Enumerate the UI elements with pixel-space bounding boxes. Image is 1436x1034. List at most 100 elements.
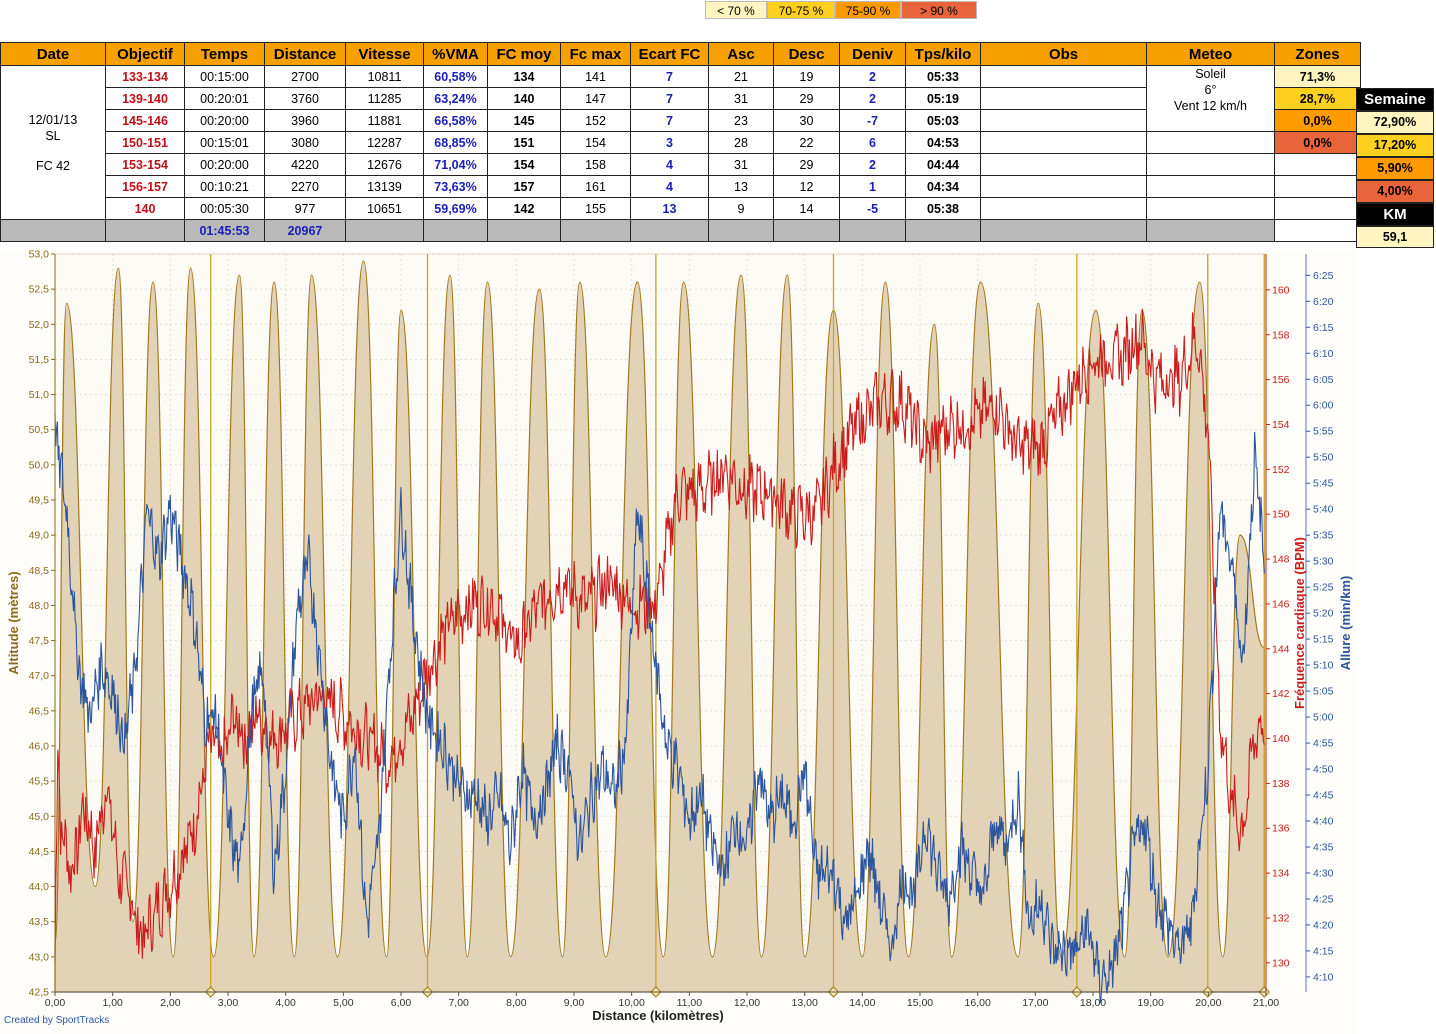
cell-fc-moy: 140 (487, 87, 561, 110)
cell-fc-max: 155 (560, 197, 631, 220)
cell-meteo (1146, 175, 1275, 198)
pace-tick-label: 5:25 (1313, 582, 1334, 594)
hr-tick-label: 136 (1272, 823, 1290, 835)
altitude-tick-label: 50,0 (29, 459, 50, 471)
cell-vma: 63,24% (423, 87, 488, 110)
pace-tick-label: 5:35 (1313, 530, 1334, 542)
x-tick-label: 12,00 (734, 997, 760, 1009)
header-fc-max: Fc max (560, 42, 631, 66)
cell-tps-kilo: 04:34 (905, 175, 981, 198)
cell-zone: 28,7% (1274, 87, 1361, 110)
pace-tick-label: 6:25 (1313, 270, 1334, 282)
cell-desc: 29 (773, 87, 840, 110)
cell-zone (1274, 175, 1361, 198)
hr-tick-label: 140 (1272, 733, 1290, 745)
cell-objectif: 153-154 (105, 153, 185, 176)
header-objectif: Objectif (105, 42, 185, 66)
hr-tick-label: 158 (1272, 329, 1290, 341)
cell-meteo (1146, 197, 1275, 220)
cell-deniv: 2 (839, 65, 906, 88)
meteo-line-3: Vent 12 km/h (1174, 99, 1247, 113)
cell-objectif: 140 (105, 197, 185, 220)
cell-tps-kilo: 05:33 (905, 65, 981, 88)
altitude-tick-label: 48,0 (29, 600, 50, 612)
cell-ecart-fc: 7 (630, 87, 709, 110)
cell-vitesse: 11285 (345, 87, 424, 110)
pace-tick-label: 5:10 (1313, 660, 1334, 672)
table-row: 140 00:05:30 977 10651 59,69% 142 155 13 9 14 -5 05… (1, 197, 1361, 220)
cell-ecart-fc: 13 (630, 197, 709, 220)
cell-zone: 0,0% (1274, 131, 1361, 154)
header-meteo: Meteo (1146, 42, 1275, 66)
cell-ecart-fc: 7 (630, 109, 709, 132)
cell-vitesse: 10651 (345, 197, 424, 220)
pace-tick-label: 6:05 (1313, 374, 1334, 386)
cell-objectif: 156-157 (105, 175, 185, 198)
cell-deniv: 2 (839, 153, 906, 176)
x-tick-label: 7,00 (448, 997, 469, 1009)
cell-obs (980, 153, 1147, 176)
total-zone-empty (1274, 219, 1361, 242)
x-tick-label: 1,00 (102, 997, 123, 1009)
total-empty (560, 219, 631, 242)
total-empty (1146, 219, 1275, 242)
pace-tick-label: 4:55 (1313, 738, 1334, 750)
training-log-table: Date Objectif Temps Distance Vitesse %VM… (0, 42, 1361, 242)
hr-tick-label: 142 (1272, 688, 1290, 700)
altitude-tick-label: 52,0 (29, 319, 50, 331)
table-row: 139-140 00:20:01 3760 11285 63,24% 140 147 7 31 2… (1, 87, 1361, 110)
cell-deniv: -7 (839, 109, 906, 132)
pace-tick-label: 5:55 (1313, 426, 1334, 438)
semaine-zone-2: 17,20% (1356, 134, 1434, 157)
header-tps-kilo: Tps/kilo (905, 42, 981, 66)
cell-temps: 00:20:00 (184, 109, 265, 132)
pace-tick-label: 5:50 (1313, 452, 1334, 464)
cell-asc: 28 (708, 131, 774, 154)
altitude-tick-label: 49,5 (29, 495, 50, 507)
cell-objectif: 150-151 (105, 131, 185, 154)
cell-fc-max: 147 (560, 87, 631, 110)
total-empty (905, 219, 981, 242)
x-tick-label: 5,00 (333, 997, 354, 1009)
x-tick-label: 19,00 (1138, 997, 1164, 1009)
pace-tick-label: 5:30 (1313, 556, 1334, 568)
cell-obs (980, 65, 1147, 88)
cell-temps: 00:15:01 (184, 131, 265, 154)
cell-deniv: 6 (839, 131, 906, 154)
hr-tick-label: 150 (1272, 509, 1290, 521)
table-row: 153-154 00:20:00 4220 12676 71,04% 154 158 4 31 2… (1, 153, 1361, 176)
legend-zone-2: 70-75 % (767, 1, 835, 19)
altitude-tick-label: 48,5 (29, 565, 50, 577)
cell-distance: 2270 (264, 175, 346, 198)
hr-tick-label: 154 (1272, 419, 1290, 431)
altitude-tick-label: 44,0 (29, 881, 50, 893)
cell-deniv: 2 (839, 87, 906, 110)
x-tick-label: 2,00 (160, 997, 181, 1009)
pace-tick-label: 4:50 (1313, 764, 1334, 776)
altitude-tick-label: 44,5 (29, 846, 50, 858)
altitude-tick-label: 52,5 (29, 284, 50, 296)
cell-ecart-fc: 4 (630, 175, 709, 198)
cell-deniv: -5 (839, 197, 906, 220)
legend-zone-4: > 90 % (901, 1, 977, 19)
cell-obs (980, 197, 1147, 220)
cell-fc-max: 158 (560, 153, 631, 176)
x-tick-label: 20,00 (1195, 997, 1221, 1009)
altitude-tick-label: 51,5 (29, 354, 50, 366)
header-desc: Desc (773, 42, 840, 66)
cell-vma: 73,63% (423, 175, 488, 198)
header-vitesse: Vitesse (345, 42, 424, 66)
x-tick-label: 17,00 (1022, 997, 1048, 1009)
total-empty (423, 219, 488, 242)
x-tick-label: 18,00 (1080, 997, 1106, 1009)
x-tick-label: 3,00 (218, 997, 239, 1009)
cell-distance: 977 (264, 197, 346, 220)
altitude-tick-label: 49,0 (29, 530, 50, 542)
cell-temps: 00:15:00 (184, 65, 265, 88)
total-row: 01:45:53 20967 (0, 219, 1361, 242)
cell-desc: 22 (773, 131, 840, 154)
semaine-zone-1: 72,90% (1356, 111, 1434, 134)
cell-distance: 3960 (264, 109, 346, 132)
cell-desc: 14 (773, 197, 840, 220)
altitude-tick-label: 43,5 (29, 916, 50, 928)
